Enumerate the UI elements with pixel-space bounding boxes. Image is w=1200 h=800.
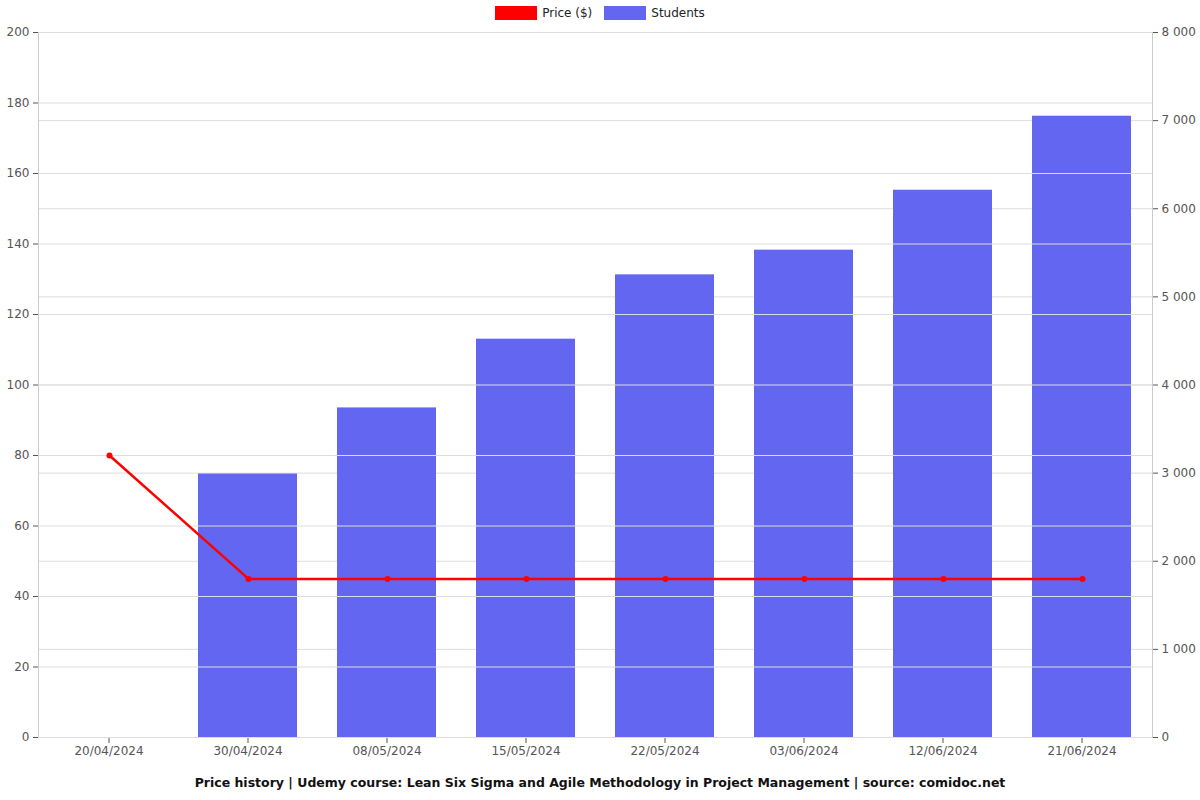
svg-text:08/05/2024: 08/05/2024: [352, 744, 421, 758]
svg-text:22/05/2024: 22/05/2024: [630, 744, 699, 758]
svg-text:15/05/2024: 15/05/2024: [491, 744, 560, 758]
svg-text:6 000: 6 000: [1162, 202, 1196, 216]
html-text:Price ($): Price ($): [542, 5, 593, 20]
svg-text:1 000: 1 000: [1162, 642, 1196, 656]
svg-text:7 000: 7 000: [1162, 113, 1196, 127]
svg-text:20: 20: [14, 660, 29, 674]
svg-text:20/04/2024: 20/04/2024: [74, 744, 143, 758]
svg-text:2 000: 2 000: [1162, 554, 1196, 568]
svg-text:21/06/2024: 21/06/2024: [1047, 744, 1116, 758]
svg-text:100: 100: [7, 378, 30, 392]
svg-text:5 000: 5 000: [1162, 290, 1196, 304]
svg-text:40: 40: [14, 589, 29, 603]
html-text:Students: Students: [651, 5, 705, 20]
svg-text:4 000: 4 000: [1162, 378, 1196, 392]
svg-text:12/06/2024: 12/06/2024: [908, 744, 977, 758]
svg-text:80: 80: [14, 448, 29, 462]
svg-text:30/04/2024: 30/04/2024: [213, 744, 282, 758]
svg-text:200: 200: [7, 25, 30, 39]
svg-text:3 000: 3 000: [1162, 466, 1196, 480]
svg-text:120: 120: [7, 307, 30, 321]
html-text:Price history | Udemy course:: Price history | Udemy course: Lean Six S…: [194, 775, 1006, 790]
svg-text:0: 0: [22, 730, 30, 744]
svg-text:140: 140: [7, 237, 30, 251]
svg-text:0: 0: [1162, 730, 1170, 744]
svg-text:03/06/2024: 03/06/2024: [769, 744, 838, 758]
svg-text:160: 160: [7, 166, 30, 180]
svg-text:8 000: 8 000: [1162, 25, 1196, 39]
svg-text:60: 60: [14, 519, 29, 533]
svg-text:180: 180: [7, 96, 30, 110]
